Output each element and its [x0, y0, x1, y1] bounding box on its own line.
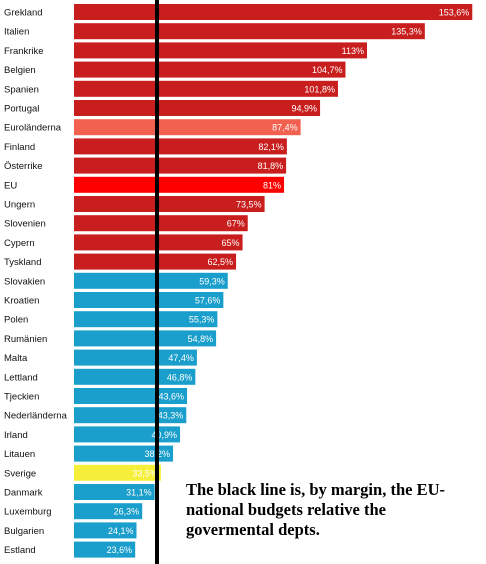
- bar-8: [74, 157, 287, 174]
- value-label-2: 113%: [342, 46, 364, 56]
- bar-10: [74, 196, 265, 212]
- category-label-5: Portugal: [4, 104, 39, 115]
- value-label-24: 33,5%: [132, 468, 158, 478]
- value-label-19: 46,8%: [167, 372, 193, 382]
- category-label-3: Belgien: [4, 65, 36, 76]
- bar-19: [74, 368, 196, 385]
- category-label-16: Polen: [4, 315, 28, 326]
- category-label-10: Ungern: [4, 200, 35, 211]
- bar-0: [74, 4, 473, 20]
- category-label-21: Nederländerna: [4, 411, 68, 422]
- bar-1: [74, 23, 425, 40]
- category-label-7: Finland: [4, 142, 35, 153]
- category-label-20: Tjeckien: [4, 392, 39, 403]
- bar-26: [74, 503, 143, 520]
- bar-22: [74, 426, 181, 443]
- category-label-14: Slovakien: [4, 276, 45, 287]
- bar-17: [74, 330, 217, 347]
- value-label-25: 31,1%: [126, 488, 152, 498]
- bar-23: [74, 445, 174, 462]
- value-label-10: 73,5%: [236, 200, 262, 210]
- bar-2: [74, 42, 368, 59]
- category-label-15: Kroatien: [4, 296, 39, 307]
- category-label-12: Cypern: [4, 238, 35, 249]
- category-label-23: Litauen: [4, 449, 35, 460]
- value-label-3: 104,7%: [312, 65, 343, 75]
- category-labels-group: Grekland Italien Frankrike Belgien Spanien Po…: [4, 8, 68, 557]
- value-label-9: 81%: [263, 180, 281, 190]
- bars-group: [74, 4, 473, 558]
- category-label-27: Bulgarien: [4, 526, 44, 537]
- value-label-15: 57,6%: [195, 296, 221, 306]
- value-label-14: 59,3%: [199, 276, 225, 286]
- bar-5: [74, 100, 321, 116]
- category-label-28: Estland: [4, 545, 36, 556]
- category-label-11: Slovenien: [4, 219, 46, 230]
- category-label-26: Luxemburg: [4, 507, 52, 518]
- value-label-0: 153,6%: [439, 8, 470, 18]
- category-label-0: Grekland: [4, 8, 43, 19]
- value-label-28: 23,6%: [107, 545, 133, 555]
- bar-24: [74, 464, 161, 481]
- value-label-5: 94,9%: [292, 104, 318, 114]
- value-label-11: 67%: [227, 219, 245, 229]
- category-label-4: Spanien: [4, 84, 39, 95]
- annotation-text: The black line is, by margin, the EU-nat…: [186, 480, 445, 539]
- bar-15: [74, 292, 224, 308]
- value-label-16: 55,3%: [189, 315, 215, 325]
- value-label-1: 135,3%: [391, 27, 422, 37]
- bar-11: [74, 215, 248, 232]
- value-labels-group: 153,6% 135,3% 113% 104,7% 101,8% 94,9% 87,4% 82…: [107, 8, 470, 556]
- category-label-19: Lettland: [4, 372, 38, 383]
- bar-3: [74, 61, 346, 78]
- bar-28: [74, 541, 136, 558]
- value-label-27: 24,1%: [108, 526, 134, 536]
- value-label-12: 65%: [222, 238, 240, 248]
- value-label-18: 47,4%: [168, 353, 194, 363]
- category-label-9: EU: [4, 180, 17, 191]
- category-label-13: Tyskland: [4, 257, 42, 268]
- bar-9: [74, 176, 285, 193]
- value-label-4: 101,8%: [304, 84, 335, 94]
- bar-7: [74, 138, 287, 155]
- category-label-1: Italien: [4, 27, 29, 38]
- bar-27: [74, 522, 137, 539]
- category-label-8: Österrike: [4, 161, 43, 172]
- bar-25: [74, 484, 155, 500]
- bar-14: [74, 272, 228, 289]
- category-label-17: Rumänien: [4, 334, 47, 345]
- bar-16: [74, 311, 218, 328]
- value-label-21: 43,3%: [158, 411, 184, 421]
- value-label-7: 82,1%: [258, 142, 284, 152]
- bar-6: [74, 119, 301, 136]
- bar-18: [74, 349, 197, 366]
- category-label-2: Frankrike: [4, 46, 44, 57]
- value-label-8: 81,8%: [258, 161, 284, 171]
- value-label-20: 43,6%: [159, 392, 185, 402]
- bar-4: [74, 80, 338, 97]
- category-label-18: Malta: [4, 353, 28, 364]
- value-label-6: 87,4%: [272, 123, 298, 133]
- category-label-6: Euroländerna: [4, 123, 62, 134]
- value-label-13: 62,5%: [208, 257, 234, 267]
- category-label-25: Danmark: [4, 488, 43, 499]
- value-label-17: 54,8%: [188, 334, 214, 344]
- category-label-22: Irland: [4, 430, 28, 441]
- value-label-22: 40,9%: [152, 430, 178, 440]
- value-label-26: 26,3%: [114, 507, 140, 517]
- category-label-24: Sverige: [4, 468, 36, 479]
